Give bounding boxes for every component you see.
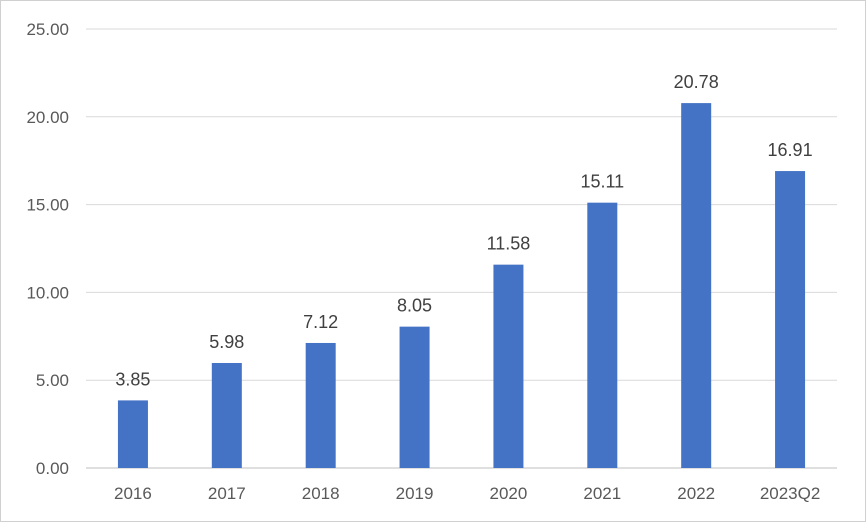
x-tick-label: 2016: [114, 484, 152, 503]
x-tick-label: 2019: [396, 484, 434, 503]
x-tick-label: 2021: [583, 484, 621, 503]
x-tick-label: 2020: [490, 484, 528, 503]
gridlines: [86, 28, 837, 469]
y-axis-ticks: 0.00 5.00 10.00 15.00 20.00 25.00: [26, 20, 69, 478]
data-label: 11.58: [487, 234, 531, 254]
x-axis-ticks: 2016 2017 2018 2019 2020 2021 2022 2023Q2: [114, 484, 820, 503]
bar-2016: [117, 400, 148, 468]
y-tick-label: 20.00: [26, 108, 69, 127]
y-tick-label: 25.00: [26, 20, 69, 39]
y-tick-label: 0.00: [36, 459, 69, 478]
bars: [117, 103, 806, 468]
data-labels: 3.85 5.98 7.12 8.05 11.58 15.11 20.78 16.91: [115, 72, 812, 389]
bar-2019: [399, 326, 430, 468]
data-label: 3.85: [115, 369, 150, 389]
bar-2023Q2: [775, 171, 806, 468]
data-label: 8.05: [397, 296, 432, 316]
y-tick-label: 10.00: [26, 283, 69, 302]
x-tick-label: 2022: [677, 484, 715, 503]
x-tick-label: 2023Q2: [760, 484, 821, 503]
data-label: 20.78: [674, 72, 719, 92]
bar-2017: [211, 362, 242, 468]
bar-2022: [681, 103, 712, 468]
y-tick-label: 15.00: [26, 196, 69, 215]
data-label: 16.91: [768, 140, 813, 160]
x-tick-label: 2017: [208, 484, 246, 503]
data-label: 15.11: [580, 172, 624, 192]
x-tick-label: 2018: [302, 484, 340, 503]
bar-2018: [305, 342, 336, 468]
bar-2020: [493, 264, 524, 468]
data-label: 7.12: [303, 312, 338, 332]
y-tick-label: 5.00: [36, 371, 69, 390]
bar-2021: [587, 202, 618, 468]
data-label: 5.98: [209, 332, 244, 352]
